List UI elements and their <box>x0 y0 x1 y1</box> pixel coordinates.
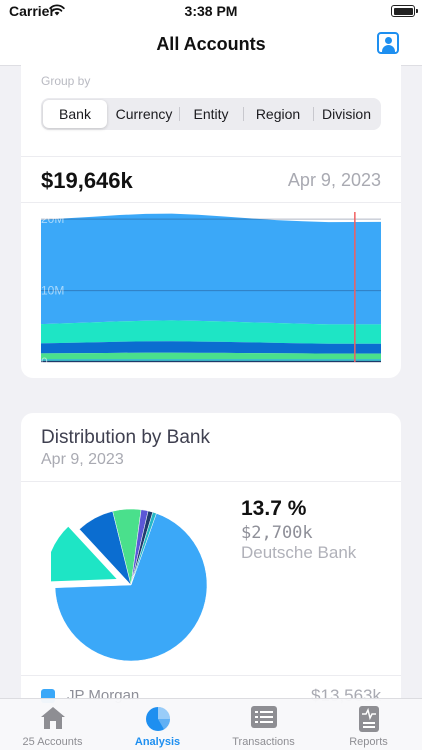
group-by-label: Group by <box>41 74 91 88</box>
clock: 3:38 PM <box>184 3 238 19</box>
pie-slice-6[interactable] <box>130 511 157 586</box>
y-tick-label: 10M <box>41 284 64 298</box>
house-icon <box>40 707 65 729</box>
divider <box>21 675 401 676</box>
segment-entity[interactable]: Entity <box>193 106 229 122</box>
area-series-1 <box>41 359 381 361</box>
area-series-5 <box>41 213 381 325</box>
balance-area-chart[interactable]: 20M 10M 0 <box>41 204 381 366</box>
selected-slice-name: Deutsche Bank <box>241 543 357 562</box>
tab-transactions[interactable]: Transactions <box>211 699 316 750</box>
area-series-2 <box>41 352 381 360</box>
profile-button[interactable] <box>377 32 399 54</box>
pie-chart-icon <box>145 707 170 731</box>
distribution-date: Apr 9, 2023 <box>41 451 124 468</box>
status-bar: Carrier 3:38 PM <box>0 0 422 24</box>
total-balance: $19,646k <box>41 168 133 193</box>
divider <box>21 156 401 157</box>
group-by-segmented-control: Bank Currency Entity Region Division <box>41 98 381 130</box>
selected-slice-amount: $2,700k <box>241 523 313 543</box>
y-tick-label: 0 <box>41 355 48 366</box>
tab-analysis[interactable]: Analysis <box>105 699 210 750</box>
tab-label: 25 Accounts <box>22 736 83 748</box>
segment-division[interactable]: Division <box>321 106 371 122</box>
area-series-4 <box>41 320 381 344</box>
y-tick-label: 20M <box>41 212 64 226</box>
carrier-label: Carrier <box>9 3 55 19</box>
distribution-pie-chart[interactable] <box>51 493 231 663</box>
battery-icon <box>391 5 418 17</box>
tab-label: Analysis <box>134 736 181 748</box>
wifi-icon <box>49 4 65 16</box>
page-title: All Accounts <box>156 34 266 54</box>
area-series-0 <box>41 360 381 362</box>
tab-bar: 25 Accounts Analysis Transactions Report… <box>0 698 422 750</box>
divider <box>21 202 401 203</box>
list-icon <box>250 706 277 728</box>
tab-reports[interactable]: Reports <box>316 699 421 750</box>
selected-slice-percent: 13.7 % <box>241 497 307 520</box>
balance-card: Group by Bank Currency Entity Region Div… <box>21 56 401 378</box>
balance-date: Apr 9, 2023 <box>287 170 381 190</box>
pie-slice-0[interactable] <box>54 513 208 662</box>
distribution-card: Distribution by Bank Apr 9, 2023 13.7 % … <box>21 413 401 713</box>
segment-currency[interactable]: Currency <box>115 106 173 122</box>
pie-slice-1[interactable] <box>51 522 124 585</box>
divider <box>21 481 401 482</box>
tab-label: Transactions <box>232 736 295 748</box>
tab-label: Reports <box>349 736 388 748</box>
distribution-title: Distribution by Bank <box>41 427 210 448</box>
tab-accounts[interactable]: 25 Accounts <box>0 699 105 750</box>
segment-bank[interactable]: Bank <box>43 100 107 128</box>
area-series-3 <box>41 341 381 354</box>
segment-region[interactable]: Region <box>255 106 301 122</box>
report-icon <box>358 706 379 732</box>
